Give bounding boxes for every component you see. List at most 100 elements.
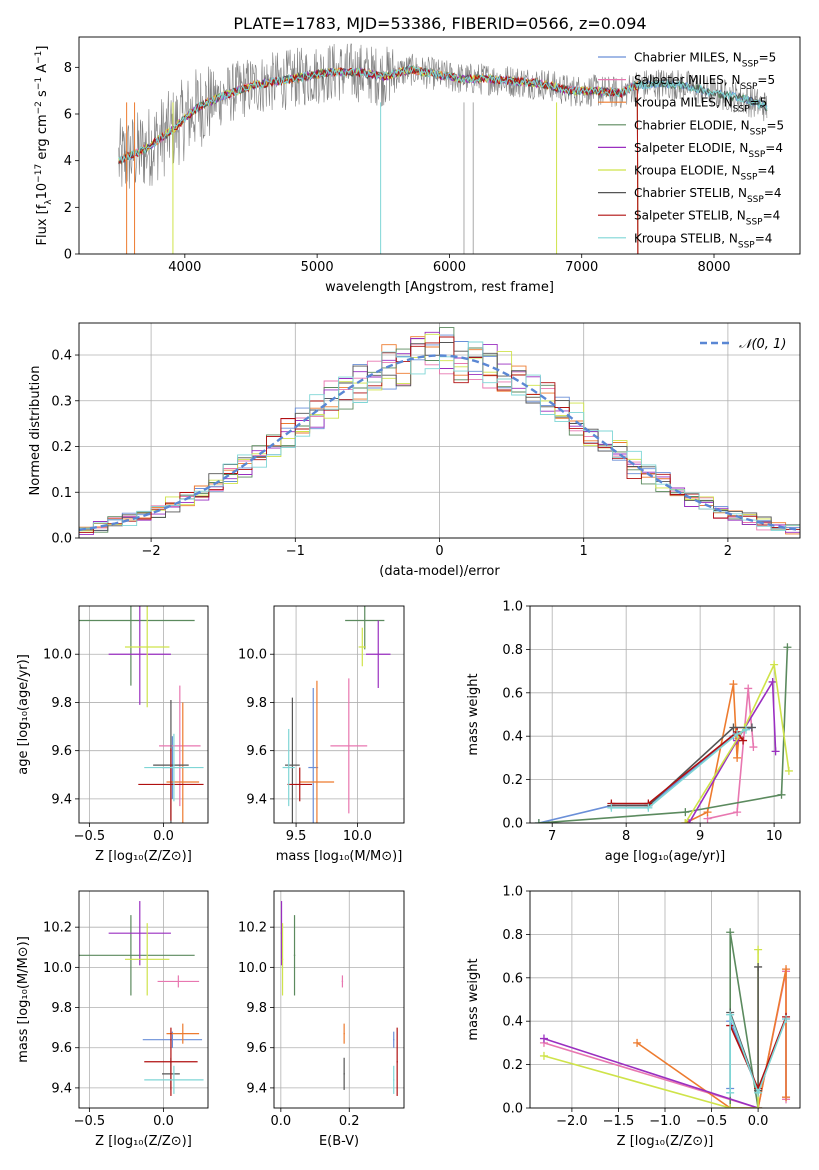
x-tick-label: 9 bbox=[696, 829, 704, 844]
x-axis-label: Z [log₁₀(Z/Z⊙)] bbox=[617, 1134, 714, 1149]
axes-frame bbox=[78, 605, 209, 824]
y-tick-label: 9.8 bbox=[51, 696, 72, 711]
y-tick-label: 0.6 bbox=[502, 686, 523, 701]
legend-label-suffix: =5 bbox=[757, 73, 775, 87]
series-point-marker bbox=[782, 965, 791, 974]
y-tick-label: 9.8 bbox=[51, 1001, 72, 1016]
y-tick-label: 0.0 bbox=[502, 817, 523, 832]
y-tick-label: 0.4 bbox=[502, 730, 523, 745]
y-tick-label: 9.6 bbox=[246, 1041, 267, 1056]
y-tick-label: 0.1 bbox=[51, 486, 72, 501]
y-tick-label: 10.0 bbox=[238, 961, 267, 976]
x-tick-label: 0.0 bbox=[748, 1114, 769, 1129]
x-axis-label: Z [log₁₀(Z/Z⊙)] bbox=[95, 849, 192, 864]
errorbar-group bbox=[282, 606, 391, 823]
y-axis-label: mass [log₁₀(M/M⊙)] bbox=[16, 936, 31, 1063]
series-point-marker bbox=[782, 1093, 791, 1102]
series-point-marker bbox=[726, 1088, 735, 1097]
series-point-marker bbox=[681, 819, 690, 823]
axes-residuals: −2 −1 0 1 2 0.0 0.1 0.2 0.3 0.4 (data-model)/error… bbox=[28, 323, 800, 579]
y-tick-label: 0.3 bbox=[51, 394, 72, 409]
x-tick-label: 7000 bbox=[565, 260, 598, 275]
spectrum-lines bbox=[118, 43, 768, 254]
y-axis-label-part: ] bbox=[35, 46, 50, 51]
x-tick-label: 6000 bbox=[433, 260, 466, 275]
series-line bbox=[611, 730, 744, 805]
legend-label-suffix: =4 bbox=[764, 186, 782, 200]
x-tick-label: 9.5 bbox=[286, 829, 307, 844]
y-tick-label: 8 bbox=[64, 61, 72, 76]
series-line bbox=[611, 726, 752, 807]
y-axis-label-part: λ bbox=[44, 199, 54, 205]
x-axis-label: mass [log₁₀(M/M⊙)] bbox=[276, 849, 403, 864]
errorbar-group bbox=[79, 901, 204, 1096]
model-spectrum-line bbox=[118, 65, 768, 163]
y-axis-label-part: erg cm bbox=[35, 114, 50, 163]
series-point-marker bbox=[777, 790, 786, 799]
y-axis-label: Normed distribution bbox=[28, 366, 43, 496]
legend-label-suffix: =5 bbox=[759, 51, 777, 65]
y-tick-label: 10.0 bbox=[43, 648, 72, 663]
x-tick-label: 1 bbox=[580, 544, 588, 559]
x-axis-label: age [log₁₀(age/yr)] bbox=[605, 849, 726, 864]
legend-label-text: Salpeter STELIB, N bbox=[634, 209, 746, 223]
x-tick-label: 0 bbox=[435, 544, 443, 559]
y-tick-label: 0.8 bbox=[502, 643, 523, 658]
series-point-marker bbox=[726, 928, 735, 937]
series-point-marker bbox=[742, 725, 750, 734]
y-tick-label: 10.0 bbox=[43, 961, 72, 976]
axes-frame bbox=[273, 605, 405, 824]
x-tick-label: 5000 bbox=[301, 260, 334, 275]
legend-label: Salpeter STELIB, NSSP=4 bbox=[634, 209, 780, 228]
series-line bbox=[543, 1037, 759, 1108]
x-tick-label: −1.0 bbox=[649, 1114, 681, 1129]
series-line bbox=[688, 679, 777, 823]
x-tick-label: 2 bbox=[724, 544, 732, 559]
series-point-marker bbox=[534, 819, 543, 823]
y-axis-label-part: Flux [f bbox=[35, 204, 50, 245]
series-point-marker bbox=[685, 819, 694, 823]
legend-label-suffix: =4 bbox=[757, 164, 775, 178]
series-point-marker bbox=[749, 743, 758, 752]
x-tick-label: 0.0 bbox=[153, 829, 174, 844]
axes-frame bbox=[78, 36, 801, 255]
y-tick-label: 0.4 bbox=[51, 349, 72, 364]
legend-label-text: Salpeter MILES, N bbox=[634, 73, 741, 87]
y-tick-label: 9.4 bbox=[51, 1081, 72, 1096]
series-point-marker bbox=[733, 808, 742, 817]
x-tick-label: 8000 bbox=[697, 260, 730, 275]
y-axis-label-part: 10 bbox=[35, 183, 50, 200]
series-line bbox=[636, 968, 787, 1108]
series-point-marker bbox=[783, 643, 792, 652]
legend-label-text: Salpeter ELODIE, N bbox=[634, 141, 748, 155]
legend-label: Kroupa MILES, NSSP=5 bbox=[634, 96, 767, 115]
legend-label-sub: SSP bbox=[750, 127, 767, 137]
legend-label: Salpeter ELODIE, NSSP=4 bbox=[634, 141, 783, 160]
y-tick-label: 9.6 bbox=[51, 744, 72, 759]
series-point-marker bbox=[770, 660, 779, 669]
series-group bbox=[534, 643, 793, 823]
series-point-marker bbox=[539, 1051, 548, 1060]
y-tick-label: 10.2 bbox=[238, 921, 267, 936]
series-point-marker bbox=[729, 680, 738, 689]
legend-label-sub: SSP bbox=[741, 82, 758, 92]
x-tick-label: 10.0 bbox=[343, 829, 372, 844]
y-tick-label: 0 bbox=[64, 248, 72, 263]
y-tick-label: 0.4 bbox=[502, 1015, 523, 1030]
y-axis-label: age [log₁₀(age/yr)] bbox=[16, 654, 31, 775]
series-point-marker bbox=[726, 1104, 735, 1108]
legend-label-text: Chabrier MILES, N bbox=[634, 51, 742, 65]
y-axis-label-part: −1 bbox=[34, 51, 44, 64]
y-axis-label-part: −17 bbox=[34, 164, 44, 183]
x-tick-label: 4000 bbox=[168, 260, 201, 275]
y-tick-label: 0.6 bbox=[502, 971, 523, 986]
legend-label-text: Chabrier ELODIE, N bbox=[634, 118, 750, 132]
series-point-marker bbox=[754, 1088, 763, 1097]
legend-label-text: Kroupa ELODIE, N bbox=[634, 164, 741, 178]
series-point-marker bbox=[747, 723, 756, 732]
series-line bbox=[611, 728, 747, 809]
legend-label-sub: SSP bbox=[746, 218, 763, 228]
